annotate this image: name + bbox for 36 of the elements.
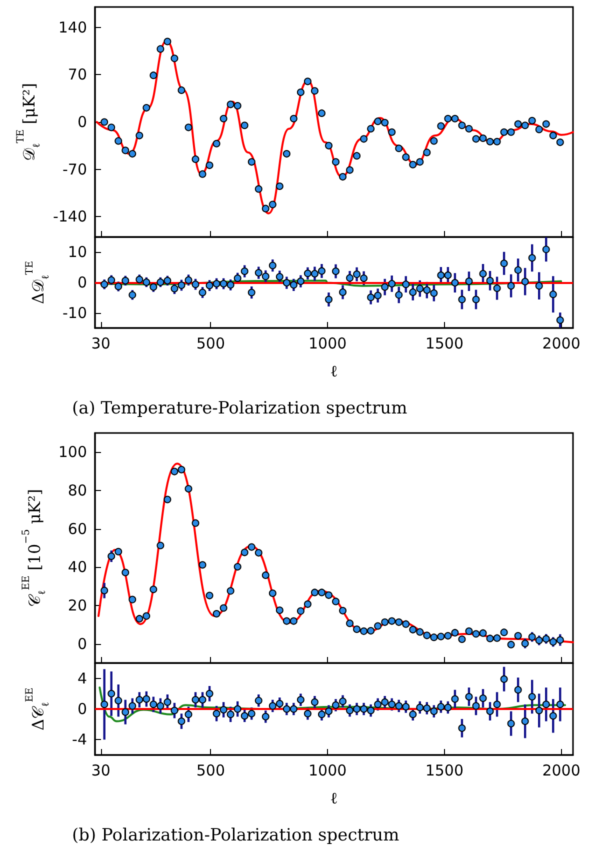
x-tick-label: 1000 (308, 334, 347, 352)
y-tick-label: 20 (68, 596, 87, 614)
x-tick-label: 30 (91, 334, 110, 352)
y-tick-label: 80 (68, 482, 87, 500)
y-tick-label: 60 (68, 520, 87, 538)
y-axis-title: 𝒞ℓEE [10−5 μK²] (20, 489, 48, 607)
y-tick-label: 10 (68, 243, 87, 262)
y-tick-label: 4 (77, 669, 87, 688)
text: (a) Temperature-Polarization spectrum (72, 398, 408, 418)
line-series (98, 686, 566, 722)
y-tick-label: 70 (68, 66, 87, 84)
x-tick-label: 500 (196, 334, 226, 352)
x-tick-label: 1500 (425, 762, 464, 780)
y-tick-label: 100 (58, 443, 87, 462)
x-tick-label: 30 (91, 762, 110, 780)
y-axis-title: 𝒟ℓTE [μK²] (16, 82, 43, 162)
y-axis-title: Δ𝒟ℓTE (24, 260, 52, 304)
y-tick-label: 0 (77, 274, 87, 292)
x-tick-label: 2000 (542, 334, 580, 352)
y-tick-label: 0 (77, 113, 87, 131)
y-tick-label: 0 (77, 700, 87, 718)
y-tick-label: -70 (62, 160, 87, 178)
x-tick-label: 1500 (425, 334, 464, 352)
y-tick-label: -4 (72, 730, 87, 749)
x-tick-label: 500 (196, 762, 226, 780)
x-tick-label: 1000 (308, 762, 347, 780)
y-tick-label: 0 (77, 634, 87, 653)
y-tick-label: 40 (68, 558, 87, 576)
text: (b) Polarization-Polarization spectrum (72, 826, 400, 846)
y-tick-label: -140 (52, 208, 87, 226)
x-tick-label: 2000 (542, 762, 580, 780)
y-axis-title: Δ𝒞ℓEE (24, 688, 52, 730)
y-tick-label: -10 (62, 304, 87, 322)
x-axis-title: ℓ (330, 788, 338, 808)
x-axis-title: ℓ (330, 362, 338, 380)
y-tick-label: 140 (58, 18, 87, 36)
